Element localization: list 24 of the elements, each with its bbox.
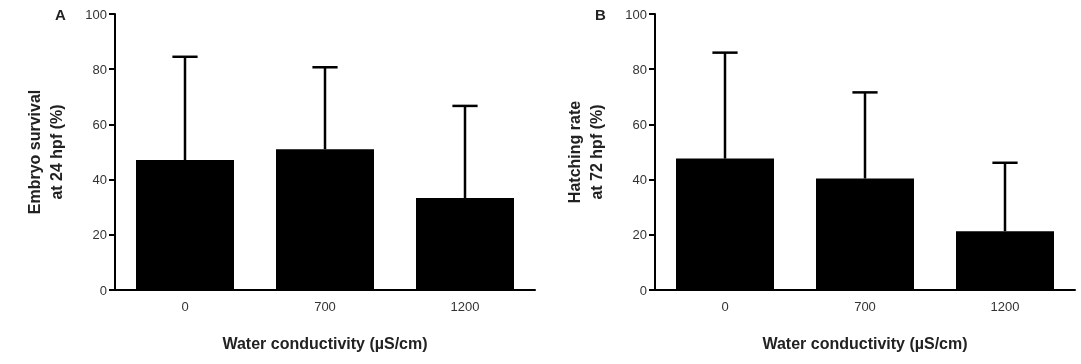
y-tick-label: 100 <box>625 6 647 22</box>
x-axis-title: Water conductivity (µS/cm) <box>762 334 968 352</box>
y-tick-label: 80 <box>92 61 107 77</box>
y-tick-label: 0 <box>639 282 647 298</box>
y-tick-label: 80 <box>632 61 647 77</box>
y-axis-title: Embryo survival at 24 hpf (%) <box>25 89 65 215</box>
y-tick-label: 60 <box>92 116 107 132</box>
x-tick-label: 0 <box>181 299 189 314</box>
x-axis-title: Water conductivity (µS/cm) <box>222 334 428 352</box>
x-tick-label: 700 <box>854 299 876 314</box>
y-tick-label: 60 <box>632 116 647 132</box>
y-tick-label: 40 <box>632 172 647 188</box>
x-tick-label: 0 <box>721 299 729 314</box>
y-tick-label: 40 <box>92 172 107 188</box>
y-tick-label: 0 <box>99 282 107 298</box>
chart-title: A <box>55 6 66 23</box>
y-tick-label: 20 <box>632 227 647 243</box>
y-tick-label: 100 <box>85 6 107 22</box>
y-axis-title: Hatching rate at 72 hpf (%) <box>565 100 605 204</box>
x-tick-label: 1200 <box>990 299 1020 314</box>
x-tick-label: 1200 <box>450 299 480 314</box>
y-tick-label: 20 <box>92 227 107 243</box>
chart-title: B <box>595 6 606 23</box>
x-tick-label: 700 <box>314 299 336 314</box>
